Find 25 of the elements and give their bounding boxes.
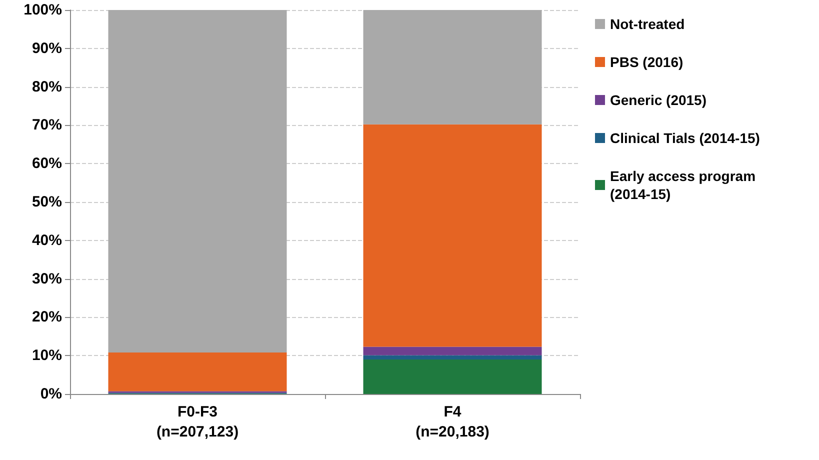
bar bbox=[363, 124, 542, 347]
y-tick-label: 50% bbox=[32, 194, 62, 210]
y-tick-label: 70% bbox=[32, 116, 62, 134]
legend-label: Early access program (2014-15) bbox=[610, 168, 756, 202]
x-tick-label: F0-F3 (n=207,123) bbox=[156, 404, 239, 440]
y-tick-label: 90% bbox=[32, 40, 62, 57]
x-tick-label: F4 (n=20,183) bbox=[416, 404, 490, 440]
bar bbox=[363, 359, 542, 394]
legend-label: Generic (2015) bbox=[610, 92, 706, 108]
y-tick-label: 100% bbox=[24, 2, 62, 18]
y-tick-label: 30% bbox=[32, 270, 62, 288]
y-tick-label: 20% bbox=[32, 308, 62, 326]
bar bbox=[363, 355, 542, 360]
y-tick-label: 10% bbox=[32, 347, 62, 364]
legend-label: PBS (2016) bbox=[610, 54, 684, 70]
legend-label: Not-treated bbox=[610, 16, 685, 32]
y-tick-label: 40% bbox=[32, 232, 62, 249]
bar bbox=[108, 10, 287, 353]
legend-label: Clinical Tials (2014-15) bbox=[610, 130, 760, 146]
bar bbox=[108, 352, 287, 392]
bar bbox=[363, 10, 542, 124]
y-tick-label: 60% bbox=[32, 155, 62, 172]
y-tick-label: 0% bbox=[40, 386, 62, 402]
y-tick-label: 80% bbox=[32, 78, 62, 96]
bar bbox=[363, 346, 542, 356]
